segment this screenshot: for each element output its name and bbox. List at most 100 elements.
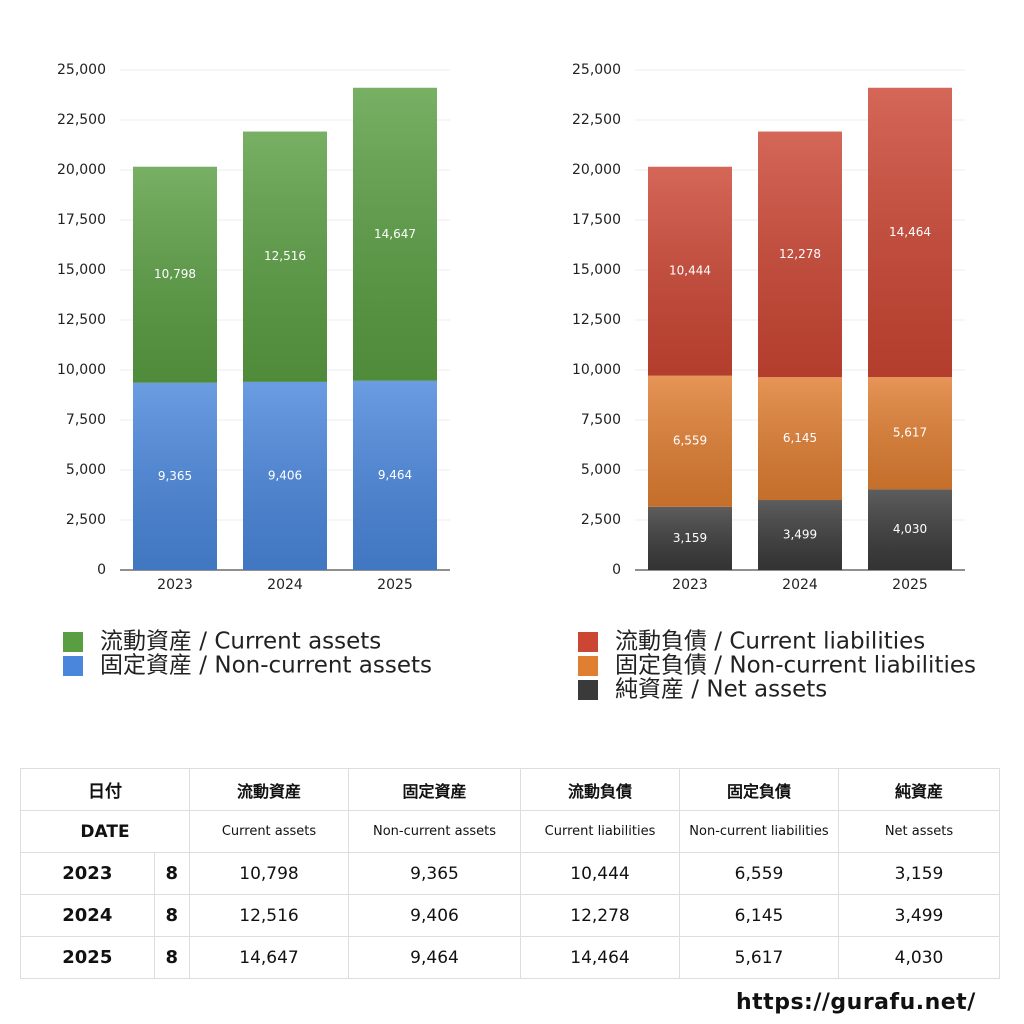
y-tick-label: 12,500	[572, 312, 621, 328]
table-cell: 6,559	[679, 852, 839, 895]
footer-url: https://gurafu.net/	[736, 990, 976, 1015]
table-cell: 3,159	[838, 852, 1000, 895]
value-label: 6,559	[673, 434, 707, 448]
table-cell: Net assets	[838, 810, 1000, 853]
legend-label: 流動資産 / Current assets	[100, 629, 381, 655]
table-cell: 14,464	[520, 936, 680, 979]
table-cell: Non-current assets	[348, 810, 521, 853]
table-cell: 流動資産	[189, 768, 349, 811]
table-row: 2025 8 14,647 9,464 14,464 5,617 4,030	[20, 936, 1000, 979]
x-tick-label: 2024	[267, 577, 303, 593]
table-cell: Current assets	[189, 810, 349, 853]
table-cell: 日付	[20, 768, 190, 811]
y-tick-label: 0	[97, 562, 106, 578]
y-tick-label: 25,000	[572, 62, 621, 78]
value-label: 14,464	[889, 225, 931, 239]
bar-shade	[758, 500, 842, 570]
table-cell: 5,617	[679, 936, 839, 979]
y-tick-label: 10,000	[572, 362, 621, 378]
legend-label: 純資産 / Net assets	[615, 677, 827, 703]
bar-shade	[648, 506, 732, 570]
value-label: 4,030	[893, 522, 927, 536]
table-cell: Non-current liabilities	[679, 810, 839, 853]
value-label: 14,647	[374, 227, 416, 241]
table-cell: 純資産	[838, 768, 1000, 811]
value-label: 10,798	[154, 267, 196, 281]
value-label: 3,159	[673, 531, 707, 545]
bar-shade	[868, 489, 952, 570]
y-tick-label: 20,000	[57, 162, 106, 178]
bar-shade	[353, 380, 437, 570]
table-cell: 9,464	[348, 936, 521, 979]
table-cell: 2024	[20, 894, 155, 937]
y-tick-label: 7,500	[581, 412, 621, 428]
value-label: 9,406	[268, 468, 302, 482]
table-row: DATE Current assets Non-current assets Curr…	[20, 810, 1000, 853]
bar-shade	[648, 166, 732, 376]
legend-label: 固定資産 / Non-current assets	[100, 653, 432, 679]
table-cell: 10,444	[520, 852, 680, 895]
value-label: 3,499	[783, 528, 817, 542]
value-label: 9,464	[378, 468, 412, 482]
table-cell: 2025	[20, 936, 155, 979]
legend-swatch	[578, 632, 598, 652]
value-label: 5,617	[893, 426, 927, 440]
value-label: 12,278	[779, 247, 821, 261]
legend-swatch	[63, 656, 83, 676]
y-tick-label: 17,500	[572, 212, 621, 228]
bar-shade	[353, 87, 437, 381]
y-tick-label: 2,500	[581, 512, 621, 528]
table-cell: 8	[153, 852, 191, 895]
bar-shade	[243, 381, 327, 570]
bar-shade	[758, 131, 842, 378]
x-tick-label: 2025	[892, 577, 928, 593]
y-tick-label: 12,500	[57, 312, 106, 328]
table-cell: DATE	[20, 810, 190, 853]
table-cell: 流動負債	[520, 768, 680, 811]
value-label: 6,145	[783, 431, 817, 445]
table-row: 日付 流動資産 固定資産 流動負債 固定負債 純資産	[20, 768, 1000, 811]
legend-label: 固定負債 / Non-current liabilities	[615, 653, 976, 679]
data-table: 日付 流動資産 固定資産 流動負債 固定負債 純資産 DATE Current assets N…	[20, 768, 1000, 979]
table-cell: 12,278	[520, 894, 680, 937]
bar-shade	[648, 375, 732, 507]
x-tick-label: 2023	[157, 577, 193, 593]
table-cell: 固定資産	[348, 768, 521, 811]
table-cell: 9,406	[348, 894, 521, 937]
table-cell: 3,499	[838, 894, 1000, 937]
bar-shade	[243, 131, 327, 382]
table-cell: 14,647	[189, 936, 349, 979]
table-cell: 6,145	[679, 894, 839, 937]
table-cell: 10,798	[189, 852, 349, 895]
y-tick-label: 17,500	[57, 212, 106, 228]
table-row: 2023 8 10,798 9,365 10,444 6,559 3,159	[20, 852, 1000, 895]
table-cell: Current liabilities	[520, 810, 680, 853]
legend-swatch	[578, 656, 598, 676]
y-tick-label: 0	[612, 562, 621, 578]
table-cell: 4,030	[838, 936, 1000, 979]
x-tick-label: 2023	[672, 577, 708, 593]
bar-shade	[868, 377, 952, 490]
x-tick-label: 2025	[377, 577, 413, 593]
bar-shade	[133, 166, 217, 383]
y-tick-label: 10,000	[57, 362, 106, 378]
y-tick-label: 5,000	[581, 462, 621, 478]
bar-shade	[133, 382, 217, 570]
table-cell: 8	[153, 894, 191, 937]
y-tick-label: 2,500	[66, 512, 106, 528]
table-cell: 9,365	[348, 852, 521, 895]
y-tick-label: 7,500	[66, 412, 106, 428]
y-tick-label: 15,000	[57, 262, 106, 278]
legend-swatch	[63, 632, 83, 652]
charts: 0 2,500 5,000 7,500 10,000 12,500 15,000 17,500…	[57, 62, 976, 703]
value-label: 10,444	[669, 264, 711, 278]
legend-label: 流動負債 / Current liabilities	[615, 629, 925, 655]
legend-swatch	[578, 680, 598, 700]
y-tick-label: 5,000	[66, 462, 106, 478]
table-cell: 8	[153, 936, 191, 979]
value-label: 9,365	[158, 469, 192, 483]
y-tick-label: 15,000	[572, 262, 621, 278]
table-cell: 12,516	[189, 894, 349, 937]
y-tick-label: 25,000	[57, 62, 106, 78]
